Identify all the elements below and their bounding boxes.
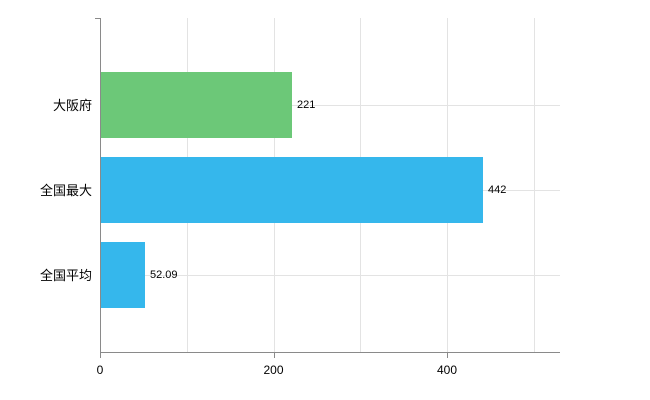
x-axis-line <box>100 352 560 353</box>
x-axis-tick <box>100 352 101 358</box>
x-axis-tick-label: 0 <box>96 363 104 377</box>
bar-0 <box>100 72 292 138</box>
x-axis-tick-label: 200 <box>263 363 284 377</box>
bar-value-label: 52.09 <box>150 269 178 281</box>
x-axis-tick <box>273 352 275 358</box>
horizontal-gridline <box>100 275 560 276</box>
vertical-gridline <box>533 18 535 352</box>
bar-value-label: 221 <box>297 99 316 111</box>
horizontal-gridline <box>100 105 560 106</box>
y-axis-line <box>100 18 101 353</box>
bar-1 <box>100 157 483 223</box>
category-label: 全国平均 <box>39 268 92 283</box>
x-axis-tick <box>447 352 448 358</box>
bar-value-label: 442 <box>488 184 507 196</box>
x-axis-tick-label: 400 <box>436 363 458 377</box>
y-axis-top-tick <box>95 18 101 19</box>
category-label: 全国最大 <box>39 183 92 198</box>
category-label: 大阪府 <box>52 98 92 113</box>
bar-2 <box>100 242 145 308</box>
